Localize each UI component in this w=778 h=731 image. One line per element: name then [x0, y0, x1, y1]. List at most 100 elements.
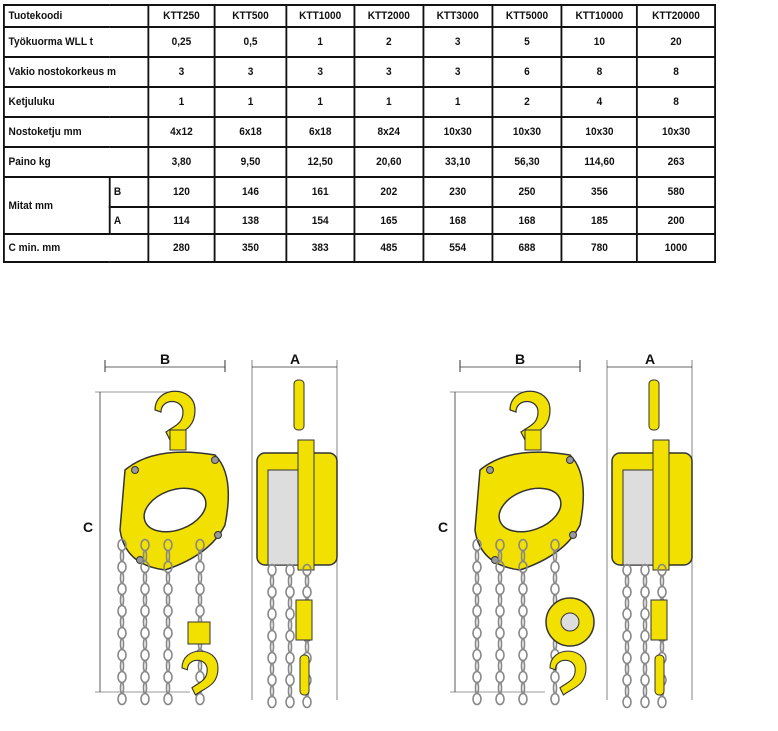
table-cell: 154 — [285, 206, 356, 235]
chain-link — [119, 637, 125, 651]
chain-link — [474, 549, 480, 563]
table-cell: 485 — [353, 233, 425, 263]
chain-link — [163, 670, 173, 684]
chain-link — [518, 648, 528, 662]
chain-link — [497, 615, 503, 629]
table-row: Ketjuluku 1 1 1 1 1 2 4 8 — [3, 86, 716, 118]
chain — [163, 538, 173, 706]
chain-link — [287, 662, 293, 676]
table-cell: 168 — [491, 206, 563, 235]
chain-link — [472, 582, 482, 596]
table-cell: 8x24 — [353, 116, 425, 148]
chain-link — [267, 607, 277, 621]
table-row: Nostoketju mm 4x12 6x18 6x18 8x24 10x30 10x30 1… — [3, 116, 716, 148]
chain-link — [269, 618, 275, 632]
table-cell: 168 — [422, 206, 494, 235]
chain-link — [642, 684, 648, 698]
table-cell: 1 — [213, 86, 288, 118]
chain-link — [119, 615, 125, 629]
label-c: C — [438, 519, 448, 535]
table-cell: 146 — [213, 176, 288, 208]
table-cell: 580 — [636, 176, 716, 208]
specification-table: Tuotekoodi KTT250 KTT500 KTT1000 KTT2000 KTT3… — [3, 4, 716, 263]
chain-link — [285, 629, 295, 643]
label-b: B — [515, 351, 525, 367]
chain-link — [285, 695, 295, 709]
chain-link — [640, 695, 650, 709]
chain-link — [287, 684, 293, 698]
chain-link — [287, 640, 293, 654]
chain-link — [472, 626, 482, 640]
chain-link — [520, 615, 526, 629]
chain — [622, 563, 632, 709]
hook-side — [293, 379, 305, 431]
row-label: Työkuorma WLL t — [3, 26, 149, 58]
chain-link — [550, 582, 560, 596]
chain-link — [622, 673, 632, 687]
chain-link — [117, 604, 127, 618]
chain-link — [163, 582, 173, 596]
table-cell: 350 — [213, 233, 288, 263]
table-cell: 10 — [560, 26, 638, 58]
chain-link — [497, 637, 503, 651]
table-row-mitat-b: Mitat mm B 120 146 161 202 230 250 356 580 — [3, 176, 716, 235]
model-header: KTT5000 — [491, 4, 563, 28]
bolt — [131, 466, 139, 474]
table-cell: 6x18 — [285, 116, 356, 148]
table-cell: 56,30 — [491, 146, 563, 178]
table-cell: 2 — [353, 26, 425, 58]
model-header: KTT2000 — [353, 4, 425, 28]
chain-link — [195, 582, 205, 596]
chain-link — [285, 651, 295, 665]
chain-link — [622, 651, 632, 665]
table-cell: 165 — [353, 206, 425, 235]
table-cell: 10x30 — [636, 116, 716, 148]
label-a: A — [645, 351, 655, 367]
chain-link — [518, 582, 528, 596]
table-cell: 3 — [285, 56, 356, 88]
bolt — [566, 456, 574, 464]
chain-link — [140, 626, 150, 640]
chain-link — [165, 615, 171, 629]
chain — [140, 538, 150, 706]
chain-link — [552, 681, 558, 695]
table-cell: 10x30 — [422, 116, 494, 148]
sub-label: A — [108, 206, 149, 235]
table-cell: 1 — [422, 86, 494, 118]
chain-link — [624, 640, 630, 654]
chain-link — [285, 607, 295, 621]
chain-link — [267, 651, 277, 665]
chain-link — [163, 648, 173, 662]
chain-link — [518, 670, 528, 684]
side-plate — [297, 439, 315, 571]
table-row: Paino kg 3,80 9,50 12,50 20,60 33,10 56,30 114,… — [3, 146, 716, 178]
chain-link — [622, 585, 632, 599]
chain-link — [495, 692, 505, 706]
bolt — [214, 531, 222, 539]
chain-link — [640, 651, 650, 665]
chain-link — [304, 574, 310, 588]
table-cell: 1000 — [636, 233, 716, 263]
chain-link — [495, 626, 505, 640]
chain-link — [472, 560, 482, 574]
chain-link — [550, 670, 560, 684]
chain-link — [518, 692, 528, 706]
model-header: KTT250 — [147, 4, 216, 28]
chain-link — [269, 574, 275, 588]
chain-link — [142, 659, 148, 673]
chain-link — [657, 585, 667, 599]
table-cell: 3 — [353, 56, 425, 88]
table-cell: 33,10 — [422, 146, 494, 178]
table-cell: 0,5 — [213, 26, 288, 58]
chain-link — [518, 604, 528, 618]
chain-link — [474, 571, 480, 585]
chain-link — [495, 582, 505, 596]
chain-link — [552, 571, 558, 585]
chain-link — [119, 549, 125, 563]
table-cell: 200 — [636, 206, 716, 235]
chain-link — [285, 563, 295, 577]
chain — [285, 563, 295, 709]
chain-link — [117, 626, 127, 640]
chain — [117, 538, 127, 706]
chain-link — [642, 662, 648, 676]
